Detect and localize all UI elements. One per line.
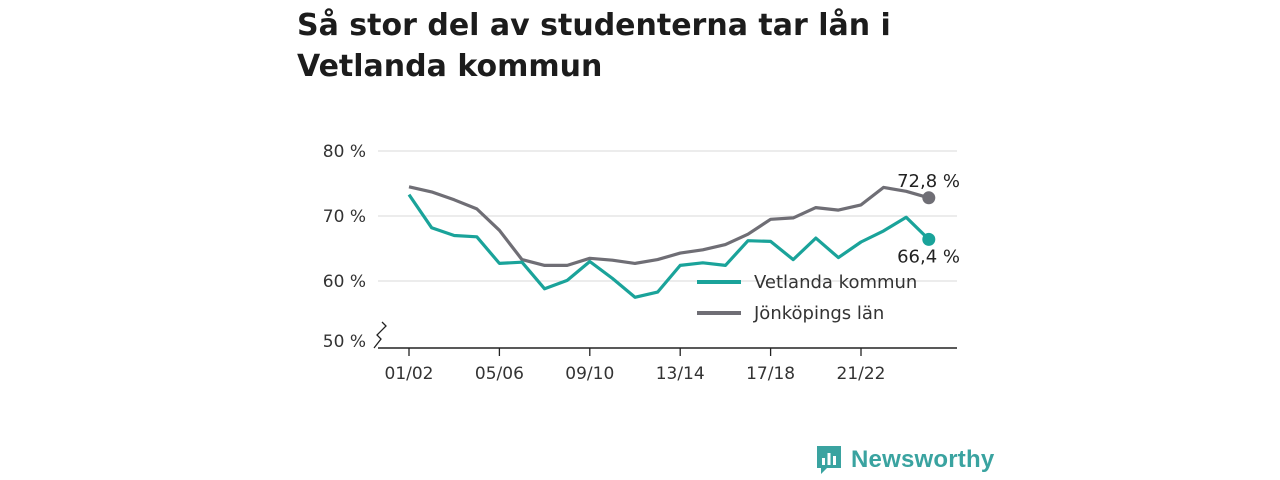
gridlines (378, 150, 957, 282)
series-endpoint-1 (922, 191, 936, 205)
end-label-vetlanda: 66,4 % (897, 246, 960, 267)
newsworthy-logo: Newsworthy (815, 444, 994, 476)
y-axis-ticks: 50 % 60 % 70 % 80 % (323, 142, 387, 352)
x-tick-label: 05/06 (475, 364, 524, 384)
x-tick-label: 01/02 (385, 364, 434, 384)
end-label-jonkoping: 72,8 % (897, 171, 960, 192)
axis-break-marker (373, 321, 387, 349)
end-labels: 72,8 % 66,4 % (897, 171, 960, 268)
y-tick-label: 60 % (323, 272, 366, 292)
y-tick-label: 80 % (323, 142, 366, 162)
legend-label-0: Vetlanda kommun (754, 272, 917, 293)
series-lines (407, 185, 936, 299)
brand-name: Newsworthy (851, 446, 995, 473)
bar-chart-logo-icon (817, 446, 841, 474)
legend-label-1: Jönköpings län (753, 303, 884, 324)
y-tick-label: 50 % (323, 332, 366, 352)
y-tick-label: 70 % (323, 207, 366, 227)
legend: Vetlanda kommun Jönköpings län (697, 272, 917, 324)
x-tick-label: 13/14 (656, 364, 705, 384)
series-endpoint-0 (922, 232, 936, 246)
x-tick-label: 09/10 (565, 364, 614, 384)
chart-title: Så stor del av studenterna tar lån i Vet… (297, 8, 891, 84)
series-line-0 (407, 193, 930, 299)
series-line-1 (408, 185, 930, 267)
x-tick-label: 21/22 (837, 364, 886, 384)
x-axis: 01/02 05/06 09/10 13/14 17/18 21/22 (378, 347, 957, 384)
x-tick-label: 17/18 (746, 364, 795, 384)
